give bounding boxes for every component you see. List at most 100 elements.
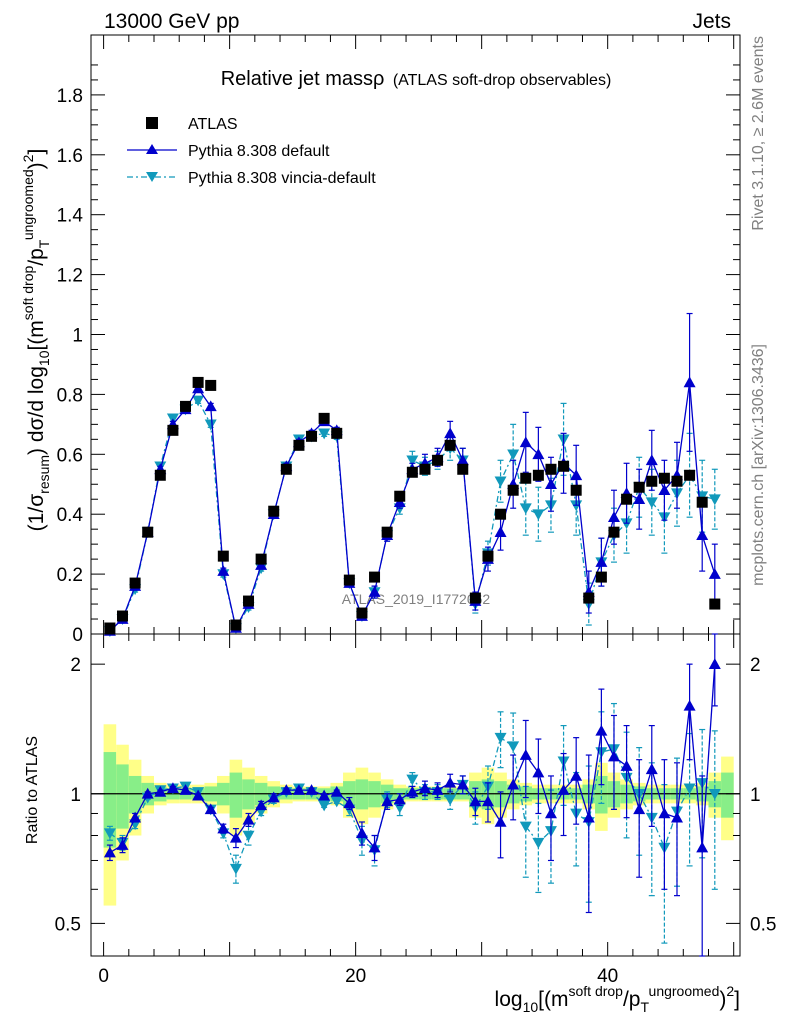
default-ratio-point	[607, 750, 620, 762]
default-main-point	[204, 400, 217, 412]
default-ratio-point	[570, 769, 583, 781]
atlas-data-point	[520, 472, 532, 484]
default-main-point	[368, 586, 381, 597]
vincia-ratio-point	[318, 800, 331, 812]
vincia-ratio-point	[494, 732, 507, 744]
default-ratio-point	[633, 803, 646, 815]
default-main-point	[456, 454, 469, 466]
atlas-data-point	[684, 469, 696, 481]
atlas-data-point	[646, 475, 658, 487]
default-ratio-point	[204, 803, 217, 815]
default-ratio-point	[229, 831, 242, 843]
atlas-data-point	[142, 526, 154, 538]
atlas-data-point	[381, 526, 393, 538]
vincia-main-point	[507, 449, 520, 461]
main-y-tick-label: 1.8	[57, 86, 83, 107]
default-ratio-point	[267, 791, 280, 803]
atlas-data-point	[268, 505, 280, 517]
default-ratio-point	[595, 724, 608, 736]
atlas-data-point	[280, 463, 292, 475]
atlas-data-point	[558, 460, 570, 472]
vincia-ratio-point	[103, 828, 116, 840]
default-ratio-point	[481, 795, 494, 807]
ratio-band-green	[355, 779, 369, 810]
legend-default-label: Pythia 8.308 default	[188, 143, 330, 160]
rivet-watermark: Rivet 3.1.10, ≥ 2.6M events	[750, 36, 767, 231]
main-y-tick-label: 1	[72, 326, 83, 347]
default-ratio-point	[658, 807, 671, 819]
default-ratio-point	[645, 763, 658, 775]
atlas-data-point	[482, 550, 494, 562]
atlas-data-point	[318, 412, 330, 424]
ratio-band-green	[721, 772, 734, 818]
main-y-tick-label: 0.8	[57, 385, 83, 406]
atlas-data-point	[595, 571, 607, 583]
default-ratio-point	[141, 787, 154, 799]
vincia-main-point	[620, 518, 633, 530]
default-main-point	[217, 565, 230, 576]
ratio-y-tick-label-right: 1	[750, 785, 761, 806]
default-ratio-point	[469, 795, 482, 807]
default-ratio-point	[166, 782, 179, 794]
atlas-data-point	[621, 493, 633, 505]
ratio-y-tick-label: 1	[70, 785, 81, 806]
vincia-main-point	[645, 497, 658, 509]
ratio-y-tick-label-right: 0.5	[750, 914, 776, 935]
atlas-data-point	[230, 619, 242, 631]
vincia-main-point	[318, 428, 331, 440]
ratio-y-tick-label-right: 2	[750, 655, 761, 676]
default-ratio-point	[544, 807, 557, 819]
vincia-main-point	[519, 503, 532, 515]
vincia-ratio-point	[708, 788, 721, 800]
ratio-frame	[90, 633, 741, 957]
atlas-data-point	[306, 430, 318, 442]
atlas-data-point	[180, 400, 192, 412]
atlas-data-point	[457, 463, 469, 475]
atlas-data-point	[545, 463, 557, 475]
default-ratio-point	[456, 778, 469, 790]
atlas-data-point	[331, 427, 343, 439]
process-label: Jets	[692, 10, 731, 33]
plot-title-main: Relative jet massρ	[221, 68, 385, 90]
default-ratio-point	[318, 789, 331, 801]
default-ratio-point	[532, 766, 545, 778]
legend-vincia-marker	[146, 172, 158, 182]
atlas-data-point	[709, 598, 721, 610]
default-main-point	[570, 469, 583, 481]
default-ratio-point	[582, 811, 595, 823]
default-main-point	[519, 436, 532, 448]
vincia-ratio-point	[242, 830, 255, 842]
default-ratio-point	[620, 760, 633, 771]
vincia-main-point	[494, 476, 507, 488]
default-main-point	[708, 568, 721, 579]
default-ratio-point	[381, 795, 394, 807]
ratio-band-green	[103, 752, 117, 848]
default-ratio-point	[670, 811, 683, 823]
ratio-y-tick-label: 0.5	[55, 914, 81, 935]
atlas-data-point	[154, 469, 166, 481]
atlas-data-point	[419, 463, 431, 475]
default-ratio-point	[129, 811, 142, 823]
default-ratio-point	[116, 839, 129, 850]
plot-title: Relative jet massρ (ATLAS soft-drop obse…	[221, 68, 612, 90]
ratio-y-axis-label: Ratio to ATLAS	[24, 736, 41, 844]
atlas-data-point	[167, 424, 179, 436]
default-main-point	[444, 427, 457, 439]
default-ratio-point	[418, 782, 431, 794]
legend: ATLAS Pythia 8.308 default Pythia 8.308 …	[127, 116, 376, 187]
atlas-data-point	[507, 484, 519, 496]
vincia-ratio-point	[229, 863, 242, 875]
default-ratio-point	[179, 784, 192, 795]
default-ratio-point	[255, 799, 268, 811]
vincia-main-point	[204, 419, 217, 431]
atlas-data-point	[293, 439, 305, 451]
atlas-data-point	[369, 571, 381, 583]
vincia-ratio-point	[444, 794, 457, 806]
main-panel: 0 0.2 0.4 0.6 0.8 1 1.2 1.4 1.6 1.8 ATLAS_2019_I1…	[20, 34, 741, 646]
atlas-data-point	[432, 454, 444, 466]
main-y-axis-label: (1/σresum) dσ/d log10[(msoft drop/pTungr…	[20, 149, 52, 532]
ratio-band-green	[116, 764, 129, 829]
atlas-data-point	[104, 622, 116, 634]
vincia-main-point	[406, 455, 419, 467]
atlas-data-point	[696, 496, 708, 508]
